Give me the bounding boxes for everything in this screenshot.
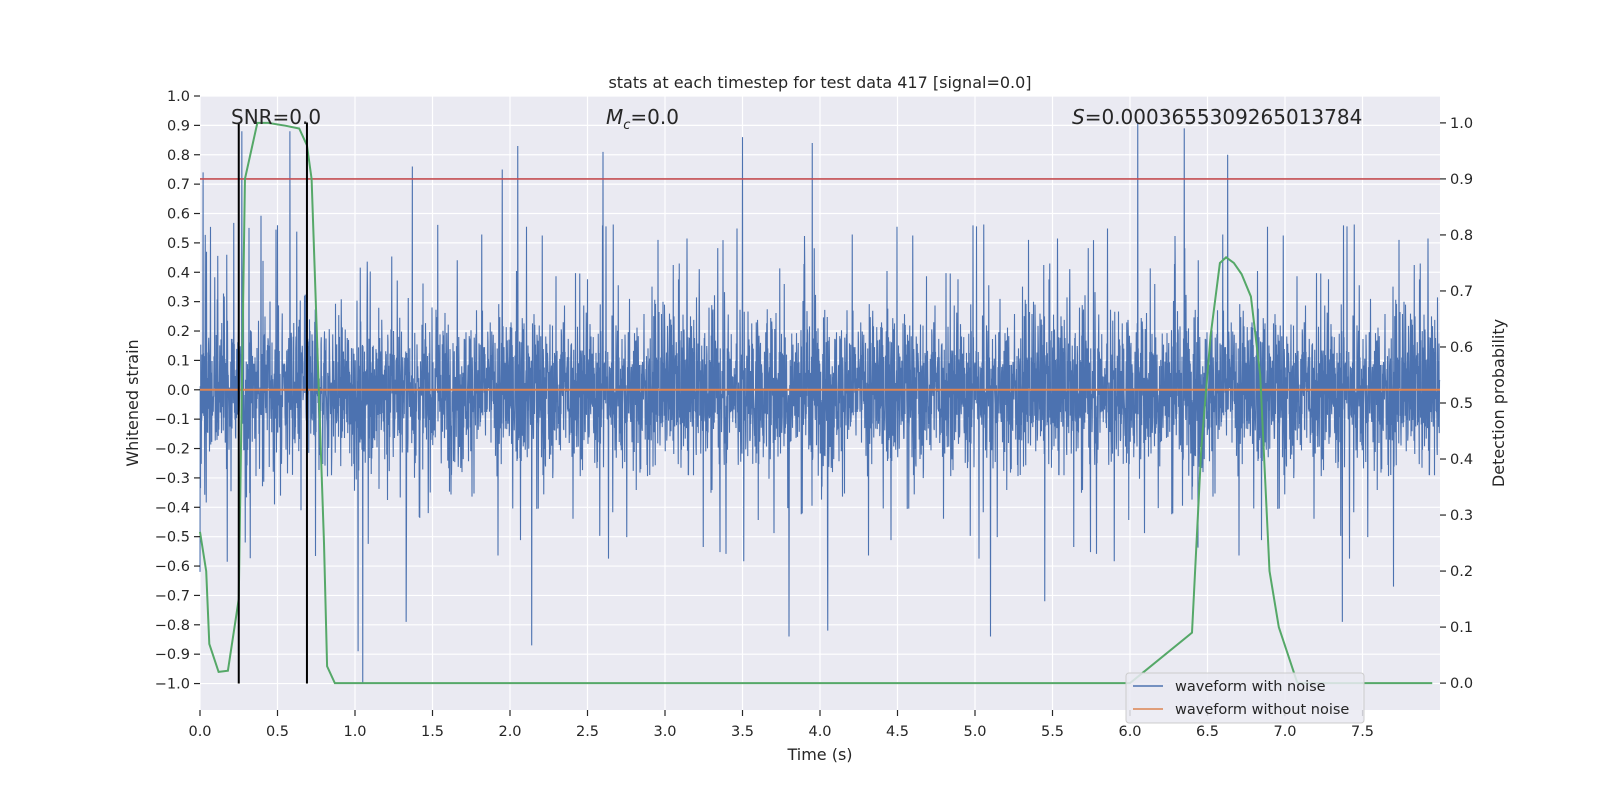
x-tick-label: 7.0 (1273, 724, 1296, 740)
y-tick-label: −0.7 (155, 588, 190, 604)
x-tick-label: 0.0 (188, 724, 211, 740)
legend: waveform with noise waveform without noi… (1125, 672, 1365, 724)
y-tick-label: −0.1 (155, 412, 190, 428)
x-tick-label: 6.0 (1118, 724, 1141, 740)
x-tick-label: 7.5 (1351, 724, 1374, 740)
y2-tick-label: 0.2 (1450, 564, 1473, 580)
y2-tick-label: 0.0 (1450, 676, 1473, 692)
y-tick-label: −1.0 (155, 677, 190, 693)
legend-label-clean: waveform without noise (1175, 702, 1349, 718)
y-tick-label: 0.0 (167, 383, 190, 399)
series-detection-probability (199, 121, 1433, 685)
y-tick-label: 0.5 (167, 236, 190, 252)
y-tick-label: 0.3 (167, 295, 190, 311)
y2-tick-label: 0.1 (1450, 620, 1473, 636)
legend-box (1125, 672, 1365, 724)
x-tick-label: 3.5 (731, 724, 754, 740)
y2-axis-label: Detection probability (1489, 319, 1508, 487)
x-tick-label: 5.0 (963, 724, 986, 740)
x-tick-label: 4.5 (886, 724, 909, 740)
x-tick-label: 5.5 (1041, 724, 1064, 740)
y-tick-label: −0.4 (155, 500, 190, 516)
x-tick-label: 1.5 (421, 724, 444, 740)
s-annotation: S=0.0003655309265013784 (1072, 105, 1362, 129)
x-tick-label: 6.5 (1196, 724, 1219, 740)
x-tick-label: 3.0 (653, 724, 676, 740)
mc-annotation: Mc=0.0 (606, 105, 679, 133)
mc-subscript: c (623, 118, 630, 133)
y2-tick-label: 0.6 (1450, 340, 1473, 356)
x-tick-label: 1.0 (343, 724, 366, 740)
y-tick-label: 0.6 (167, 207, 190, 223)
marks (199, 121, 1441, 685)
x-tick-label: 0.5 (266, 724, 289, 740)
y-tick-label: −0.9 (155, 647, 190, 663)
y-tick-label: 0.2 (167, 324, 190, 340)
y2-tick-label: 0.5 (1450, 396, 1473, 412)
y2-tick-label: 0.7 (1450, 284, 1473, 300)
y-tick-label: −0.2 (155, 442, 190, 458)
y-tick-label: 0.8 (167, 148, 190, 164)
x-tick-label: 2.0 (498, 724, 521, 740)
y-tick-label: 1.0 (167, 89, 190, 105)
x-tick-label: 2.5 (576, 724, 599, 740)
mc-value: =0.0 (630, 105, 679, 129)
y-tick-label: 0.4 (167, 265, 190, 281)
y-tick-label: 0.1 (167, 353, 190, 369)
chart-title: stats at each timestep for test data 417… (608, 73, 1031, 92)
y-tick-label: −0.6 (155, 559, 190, 575)
x-tick-label: 4.0 (808, 724, 831, 740)
y-tick-label: −0.5 (155, 530, 190, 546)
s-symbol: S (1072, 105, 1085, 129)
y2-tick-label: 0.4 (1450, 452, 1473, 468)
s-value: =0.0003655309265013784 (1085, 105, 1363, 129)
y-tick-label: −0.3 (155, 471, 190, 487)
y-axis-label: Whitened strain (123, 339, 142, 466)
y2-tick-label: 0.9 (1450, 172, 1473, 188)
snr-annotation: SNR=0.0 (231, 105, 321, 129)
y-axis-left: 1.0 0.9 0.8 0.7 0.6 0.5 0.4 0.3 0.2 0.1 0.0 −0.1 −0.… (155, 89, 200, 693)
y2-tick-label: 0.8 (1450, 228, 1473, 244)
y2-tick-label: 0.3 (1450, 508, 1473, 524)
y-tick-label: 0.9 (167, 118, 190, 134)
y2-tick-label: 1.0 (1450, 116, 1473, 132)
legend-label-noise: waveform with noise (1175, 679, 1326, 695)
y-tick-label: 0.7 (167, 177, 190, 193)
series-waveform-with-noise (199, 122, 1441, 684)
x-axis-label: Time (s) (786, 745, 852, 764)
mc-symbol: M (606, 105, 623, 129)
x-axis: 0.0 0.5 1.0 1.5 2.0 2.5 3.0 3.5 4.0 4.5 5.0 5.5 6.0 6… (188, 710, 1374, 740)
y-tick-label: −0.8 (155, 618, 190, 634)
y-axis-right: 1.0 0.9 0.8 0.7 0.6 0.5 0.4 0.3 0.2 0.1 0.0 (1440, 116, 1473, 692)
